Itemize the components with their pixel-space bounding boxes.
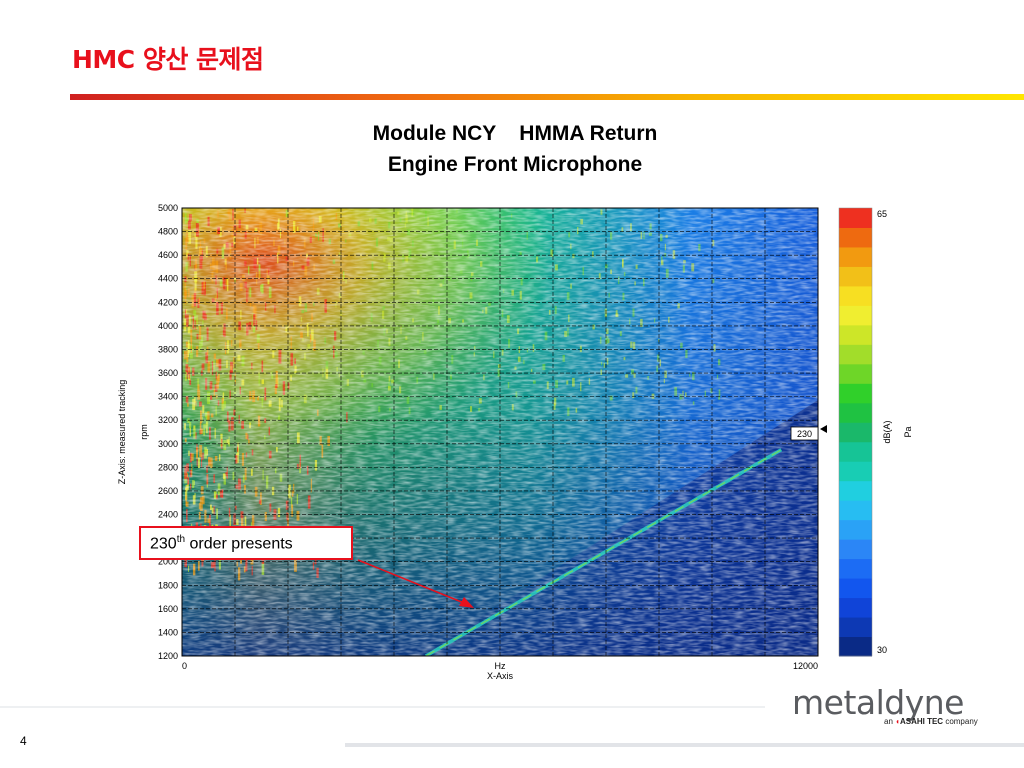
colorbar-level xyxy=(839,246,872,267)
colorbar-level xyxy=(839,636,872,657)
callout-arrow xyxy=(357,559,474,608)
metaldyne-logo: metaldyne an ◖ASAHI TEC company xyxy=(792,686,982,734)
colorbar-level xyxy=(839,305,872,326)
x-tick-label: 0 xyxy=(182,661,187,671)
y-tick-label: 4400 xyxy=(158,274,178,284)
title-underline-bar xyxy=(70,94,1024,100)
colorbar-unit2-label: Pa xyxy=(903,426,913,437)
level-marker-pointer-icon xyxy=(820,425,827,433)
y-tick-label: 2600 xyxy=(158,486,178,496)
colorbar-level xyxy=(839,500,872,521)
colorbar-level xyxy=(839,422,872,443)
colorbar-level xyxy=(839,285,872,306)
footer-separator-line xyxy=(345,743,1024,747)
colorbar-unit-label: dB(A) xyxy=(882,420,892,443)
callout-order-number: 230 xyxy=(150,535,177,553)
colorbar-level xyxy=(839,539,872,560)
y-tick-label: 3400 xyxy=(158,392,178,402)
callout-order-suffix: th xyxy=(176,534,186,545)
colorbar-level xyxy=(839,480,872,501)
y-tick-label: 1400 xyxy=(158,627,178,637)
colorbar-level xyxy=(839,461,872,482)
colorbar-level xyxy=(839,402,872,423)
colorbar-level xyxy=(839,578,872,599)
y-tick-label: 4800 xyxy=(158,227,178,237)
z-axis-label: Z-Axis: measured tracking xyxy=(117,380,127,485)
y-tick-label: 2000 xyxy=(158,557,178,567)
colorbar-level xyxy=(839,344,872,365)
logo-tag-pre: an xyxy=(884,717,896,726)
colorbar-level xyxy=(839,617,872,638)
y-tick-label: 3600 xyxy=(158,368,178,378)
logo-tag-post: company xyxy=(943,717,978,726)
x-axis-label: X-Axis xyxy=(487,671,514,681)
y-tick-label: 3800 xyxy=(158,344,178,354)
colorbar-level xyxy=(839,519,872,540)
spectrogram-plot-area xyxy=(182,208,818,656)
colorbar-level xyxy=(839,227,872,248)
slide-title: HMC 양산 문제점 xyxy=(72,45,264,74)
y-tick-label: 2400 xyxy=(158,510,178,520)
colorbar-level xyxy=(839,441,872,462)
colorbar-level xyxy=(839,597,872,618)
logo-tag-brand: ASAHI TEC xyxy=(899,717,944,726)
colorbar-level xyxy=(839,208,872,228)
y-tick-label: 4000 xyxy=(158,321,178,331)
logo-wordmark: metaldyne xyxy=(792,683,964,722)
asahi-mark-icon: ◖ xyxy=(895,717,900,726)
colorbar-level xyxy=(839,266,872,287)
order-annotation-callout: 230th order presents xyxy=(139,526,353,560)
y-tick-label: 4200 xyxy=(158,297,178,307)
colorbar-level xyxy=(839,324,872,345)
colorbar-level xyxy=(839,363,872,384)
x-tick-label: 12000 xyxy=(793,661,818,671)
callout-text: order presents xyxy=(185,535,293,553)
order-230-line-highlight xyxy=(425,449,782,656)
y-tick-label: 4600 xyxy=(158,250,178,260)
y-tick-label: 1800 xyxy=(158,580,178,590)
x-unit-label: Hz xyxy=(495,661,506,671)
y-tick-label: 5000 xyxy=(158,203,178,213)
chart-title: Module NCY HMMA Return Engine Front Micr… xyxy=(300,118,730,180)
colorbar-level xyxy=(839,558,872,579)
colorbar-min-label: 30 xyxy=(877,645,887,655)
logo-tagline: an ◖ASAHI TEC company xyxy=(884,717,978,726)
level-marker[interactable]: 230 xyxy=(790,425,827,441)
colorbar-level xyxy=(839,383,872,404)
y-tick-label: 1200 xyxy=(158,651,178,661)
colorbar xyxy=(839,208,872,657)
y-tick-label: 2800 xyxy=(158,462,178,472)
y-tick-label: 1600 xyxy=(158,604,178,614)
y-tick-label: 3000 xyxy=(158,439,178,449)
chart-title-line-1: Module NCY HMMA Return xyxy=(372,122,658,145)
y-tick-label: 3200 xyxy=(158,415,178,425)
colorbar-max-label: 65 xyxy=(877,209,887,219)
rpm-unit-label: rpm xyxy=(139,424,149,440)
slide-number: 4 xyxy=(20,734,27,748)
footer-separator-upper xyxy=(0,706,765,708)
chart-title-line-2: Engine Front Microphone xyxy=(387,153,643,176)
level-marker-label: 230 xyxy=(797,429,812,439)
